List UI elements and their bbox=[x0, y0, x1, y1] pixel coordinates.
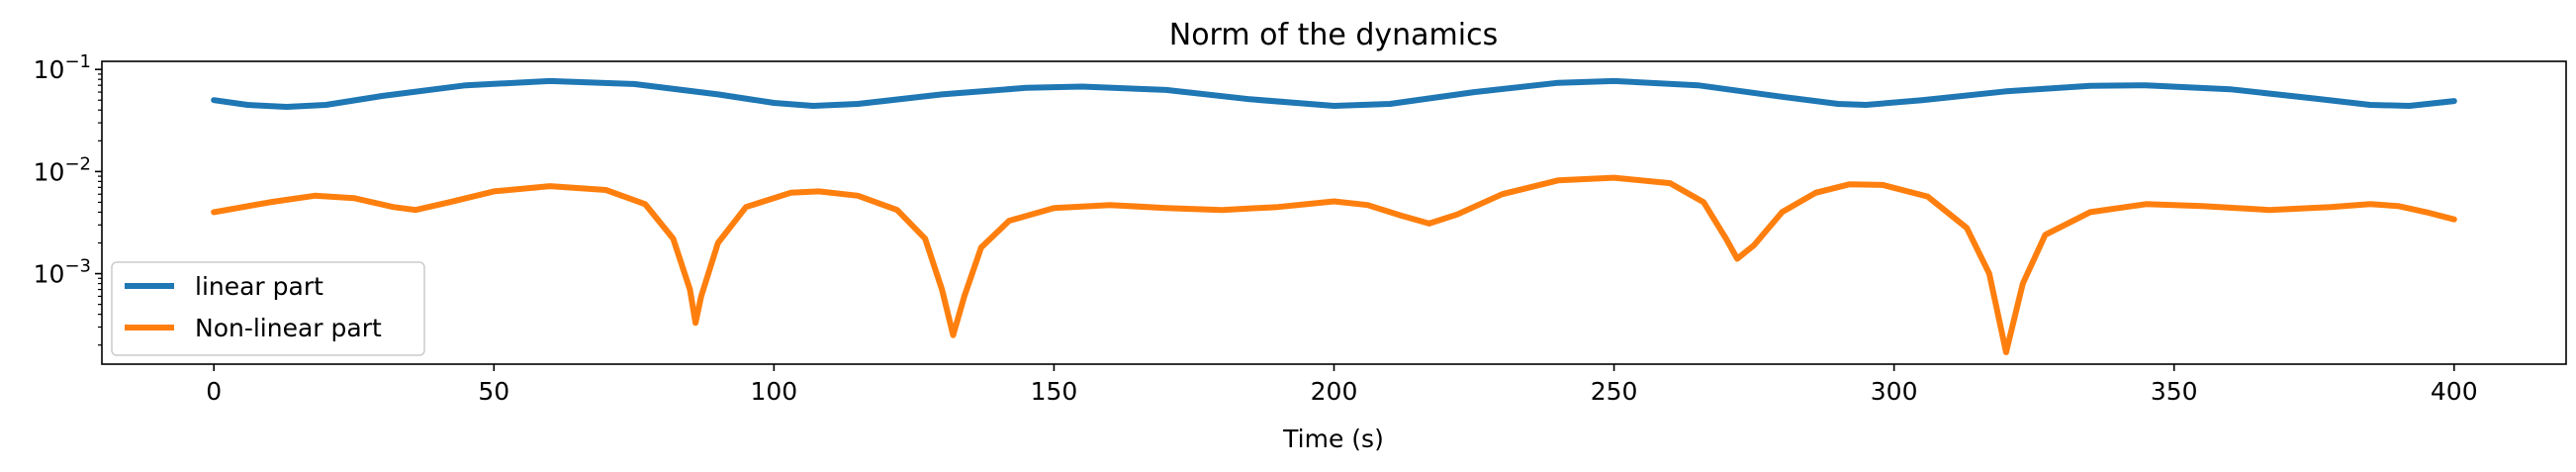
x-tick-label: 50 bbox=[478, 377, 509, 406]
x-tick-label: 150 bbox=[1031, 377, 1078, 406]
series-line-0 bbox=[211, 77, 2457, 110]
y-tick-label: 10−3 bbox=[34, 256, 91, 289]
legend-label-0: linear part bbox=[195, 272, 323, 301]
x-tick-label: 300 bbox=[1871, 377, 1918, 406]
x-tick-label: 0 bbox=[206, 377, 222, 406]
x-tick-label: 200 bbox=[1311, 377, 1358, 406]
series-line-1 bbox=[211, 174, 2457, 355]
x-tick-label: 100 bbox=[751, 377, 798, 406]
x-axis-label: Time (s) bbox=[1282, 425, 1384, 453]
legend: linear part Non-linear part bbox=[111, 261, 425, 356]
legend-label-1: Non-linear part bbox=[195, 314, 382, 342]
y-tick-label: 10−2 bbox=[34, 153, 91, 186]
x-tick-label: 400 bbox=[2431, 377, 2478, 406]
legend-box bbox=[111, 261, 425, 356]
plot-area bbox=[101, 60, 2567, 365]
x-tick-label: 350 bbox=[2151, 377, 2198, 406]
x-tick-label: 250 bbox=[1591, 377, 1638, 406]
x-axis: 0 50 100 150 200 250 300 350 400 bbox=[206, 364, 2478, 406]
y-tick-label: 10−1 bbox=[34, 51, 91, 84]
chart-title: Norm of the dynamics bbox=[1169, 18, 1498, 52]
y-axis: 10−3 10−2 10−1 bbox=[34, 51, 102, 346]
